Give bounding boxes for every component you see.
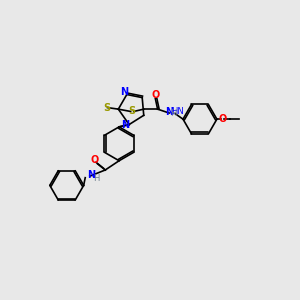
Text: S: S [103, 103, 110, 112]
Text: N: N [120, 87, 128, 97]
Text: O: O [219, 114, 227, 124]
Text: S: S [128, 106, 135, 116]
Text: N: N [121, 120, 129, 130]
Text: O: O [152, 89, 160, 100]
Text: HN: HN [171, 107, 183, 116]
Text: H: H [171, 109, 177, 118]
Text: N: N [165, 107, 173, 117]
Text: N: N [87, 169, 95, 180]
Text: H: H [93, 174, 99, 183]
Text: O: O [90, 155, 99, 165]
